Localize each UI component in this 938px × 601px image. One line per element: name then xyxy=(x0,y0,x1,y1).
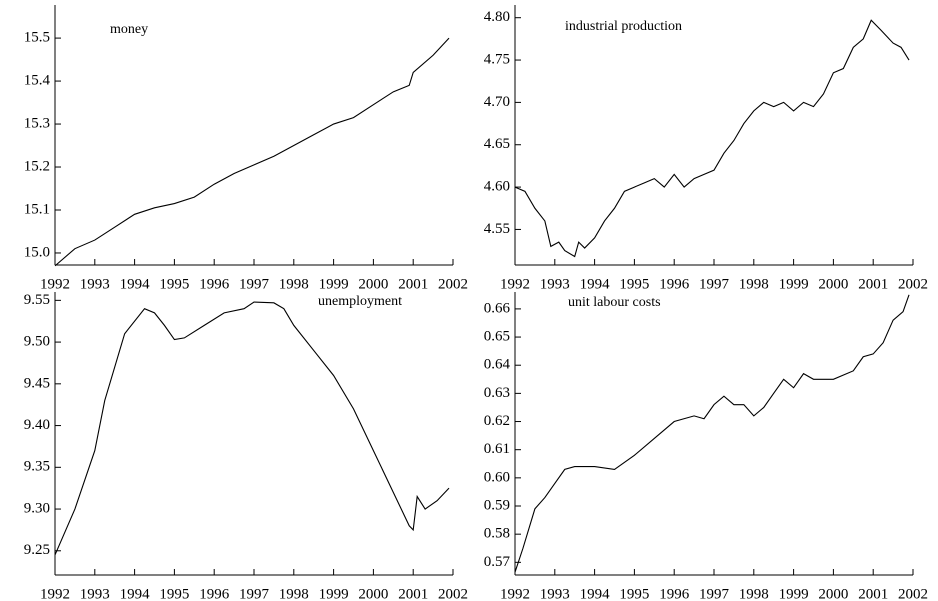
x-tick-label: 1997 xyxy=(699,586,730,601)
y-tick-label: 4.70 xyxy=(484,94,510,110)
x-tick-label: 1999 xyxy=(779,276,809,292)
x-tick-label: 2002 xyxy=(898,586,928,601)
y-tick-label: 9.35 xyxy=(24,459,50,475)
y-tick-label: 4.60 xyxy=(484,179,510,195)
x-tick-label: 1999 xyxy=(319,586,349,601)
y-tick-label: 9.45 xyxy=(24,375,50,391)
x-tick-label: 1992 xyxy=(40,586,70,601)
x-tick-label: 1993 xyxy=(540,586,570,601)
y-tick-label: 9.50 xyxy=(24,334,50,350)
x-tick-label: 2001 xyxy=(858,586,888,601)
x-tick-label: 1997 xyxy=(699,276,730,292)
x-tick-label: 1999 xyxy=(779,586,809,601)
y-tick-label: 15.5 xyxy=(24,30,50,46)
data-line xyxy=(514,19,910,258)
x-tick-label: 2000 xyxy=(358,276,388,292)
x-tick-label: 1996 xyxy=(659,276,690,292)
x-tick-label: 1994 xyxy=(580,276,611,292)
panel-title: unemployment xyxy=(318,294,402,309)
x-tick-label: 1998 xyxy=(739,276,769,292)
x-tick-label: 1995 xyxy=(619,276,649,292)
x-tick-label: 2002 xyxy=(438,586,468,601)
y-tick-label: 0.62 xyxy=(484,413,510,429)
x-tick-label: 2001 xyxy=(398,276,428,292)
x-tick-label: 1995 xyxy=(159,586,189,601)
x-tick-label: 1998 xyxy=(739,586,769,601)
x-tick-label: 2002 xyxy=(438,276,468,292)
x-tick-label: 1993 xyxy=(80,586,110,601)
x-tick-label: 2001 xyxy=(398,586,428,601)
y-tick-label: 4.55 xyxy=(484,221,510,237)
x-tick-label: 1995 xyxy=(159,276,189,292)
y-tick-label: 4.75 xyxy=(484,51,510,67)
x-tick-label: 1996 xyxy=(199,586,230,601)
panel-title: money xyxy=(110,22,148,37)
y-tick-label: 15.1 xyxy=(24,201,50,217)
y-tick-label: 0.59 xyxy=(484,497,510,513)
x-tick-label: 1993 xyxy=(80,276,110,292)
x-tick-label: 1996 xyxy=(199,276,230,292)
x-tick-label: 1994 xyxy=(120,586,151,601)
y-tick-label: 4.80 xyxy=(484,9,510,25)
y-tick-label: 0.57 xyxy=(484,554,511,570)
y-tick-label: 15.4 xyxy=(24,73,51,89)
x-tick-label: 1997 xyxy=(239,586,270,601)
x-tick-label: 2000 xyxy=(818,586,848,601)
x-tick-label: 2000 xyxy=(818,276,848,292)
y-tick-label: 0.61 xyxy=(484,441,510,457)
x-tick-label: 1994 xyxy=(120,276,151,292)
x-tick-label: 2001 xyxy=(858,276,888,292)
data-line xyxy=(54,37,450,267)
y-tick-label: 0.65 xyxy=(484,328,510,344)
x-tick-label: 1997 xyxy=(239,276,270,292)
x-tick-label: 2000 xyxy=(358,586,388,601)
x-tick-label: 1994 xyxy=(580,586,611,601)
x-tick-label: 1998 xyxy=(279,276,309,292)
y-tick-label: 4.65 xyxy=(484,136,510,152)
y-tick-label: 9.55 xyxy=(24,292,50,308)
x-tick-label: 1996 xyxy=(659,586,690,601)
y-tick-label: 0.64 xyxy=(484,357,511,373)
x-tick-label: 1998 xyxy=(279,586,309,601)
y-tick-label: 15.2 xyxy=(24,158,50,174)
y-tick-label: 0.66 xyxy=(484,300,511,316)
y-tick-label: 9.30 xyxy=(24,500,50,516)
data-line xyxy=(514,294,910,573)
panel-title: industrial production xyxy=(565,19,682,34)
x-tick-label: 1995 xyxy=(619,586,649,601)
x-tick-label: 1992 xyxy=(40,276,70,292)
y-tick-label: 0.58 xyxy=(484,526,510,542)
x-tick-label: 1992 xyxy=(500,276,530,292)
y-tick-label: 15.0 xyxy=(24,244,50,260)
y-tick-label: 15.3 xyxy=(24,115,50,131)
y-tick-label: 9.25 xyxy=(24,542,50,558)
x-tick-label: 1999 xyxy=(319,276,349,292)
panel-title: unit labour costs xyxy=(568,295,661,310)
data-line xyxy=(54,301,450,556)
y-tick-label: 9.40 xyxy=(24,417,50,433)
x-tick-label: 1992 xyxy=(500,586,530,601)
x-tick-label: 2002 xyxy=(898,276,928,292)
x-tick-label: 1993 xyxy=(540,276,570,292)
y-tick-label: 0.60 xyxy=(484,469,510,485)
y-tick-label: 0.63 xyxy=(484,385,510,401)
